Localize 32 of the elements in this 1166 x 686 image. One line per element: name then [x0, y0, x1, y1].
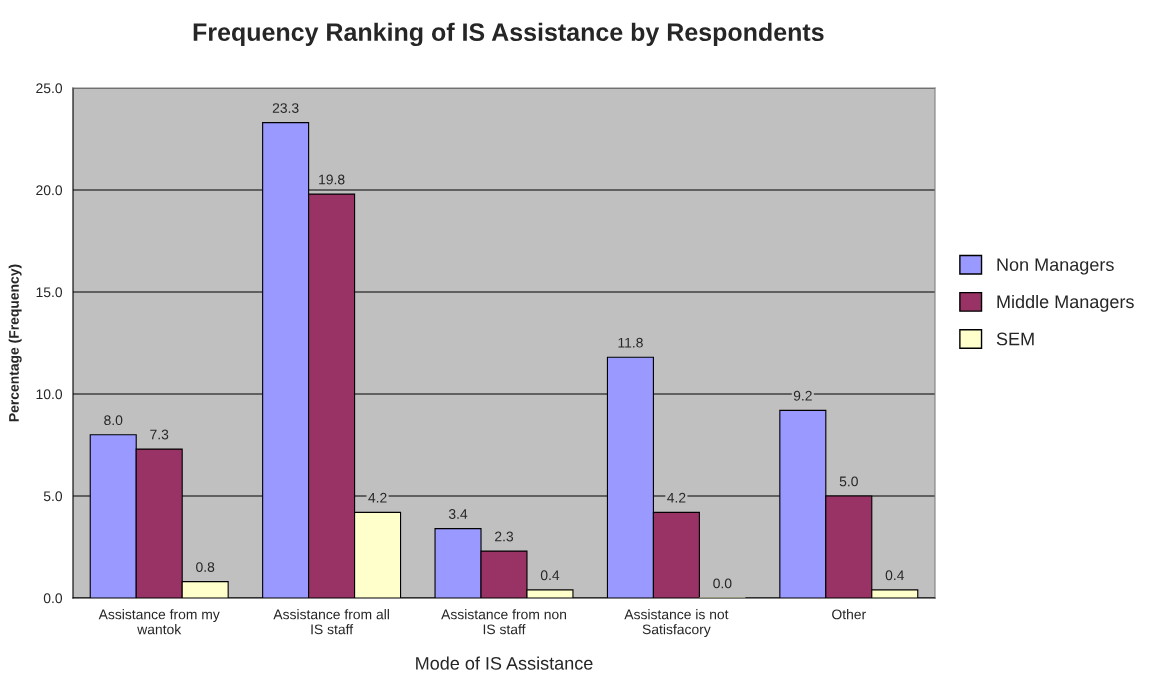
data-label: 19.8: [319, 174, 345, 185]
y-tick-label: 25.0: [36, 83, 63, 94]
data-label: 23.3: [272, 103, 299, 113]
x-tick-label: Assistance from all IS staff: [273, 609, 389, 635]
chart-title: Frequency Ranking of IS Assistance by Respondents: [193, 22, 824, 47]
legend-label: Non Managers: [997, 258, 1114, 275]
y-tick-label: 0.0: [43, 593, 63, 604]
y-tick-label: 20.0: [36, 185, 63, 196]
y-axis-title: Percentage (Frequency): [8, 264, 22, 422]
data-label: 11.8: [618, 337, 643, 348]
x-tick-label: Other: [832, 609, 866, 620]
y-tick-label: 10.0: [36, 389, 63, 400]
legend-label: SEM: [996, 332, 1034, 346]
data-label: 0.0: [713, 578, 732, 589]
data-label: 4.2: [667, 492, 686, 503]
data-label: 4.2: [368, 492, 387, 503]
x-tick-label: Assistance from non IS staff: [441, 609, 567, 635]
x-tick-label: Assistance is not Satisfacory: [624, 609, 729, 638]
y-tick-label: 5.0: [43, 491, 63, 502]
data-label: 5.0: [839, 476, 858, 487]
data-label: 0.4: [885, 570, 905, 581]
x-axis-title: Mode of IS Assistance: [416, 656, 593, 670]
legend-label: Middle Managers: [997, 294, 1134, 312]
y-tick-label: 15.0: [36, 287, 63, 298]
data-label: 2.3: [495, 531, 514, 542]
data-label: 9.2: [793, 390, 812, 401]
data-label: 0.4: [540, 570, 560, 581]
data-label: 8.0: [104, 415, 123, 426]
data-label: 3.4: [448, 509, 468, 519]
data-label: 7.3: [150, 429, 169, 440]
data-label: 0.8: [196, 562, 215, 572]
x-tick-label: Assistance from my wantok: [98, 609, 220, 635]
